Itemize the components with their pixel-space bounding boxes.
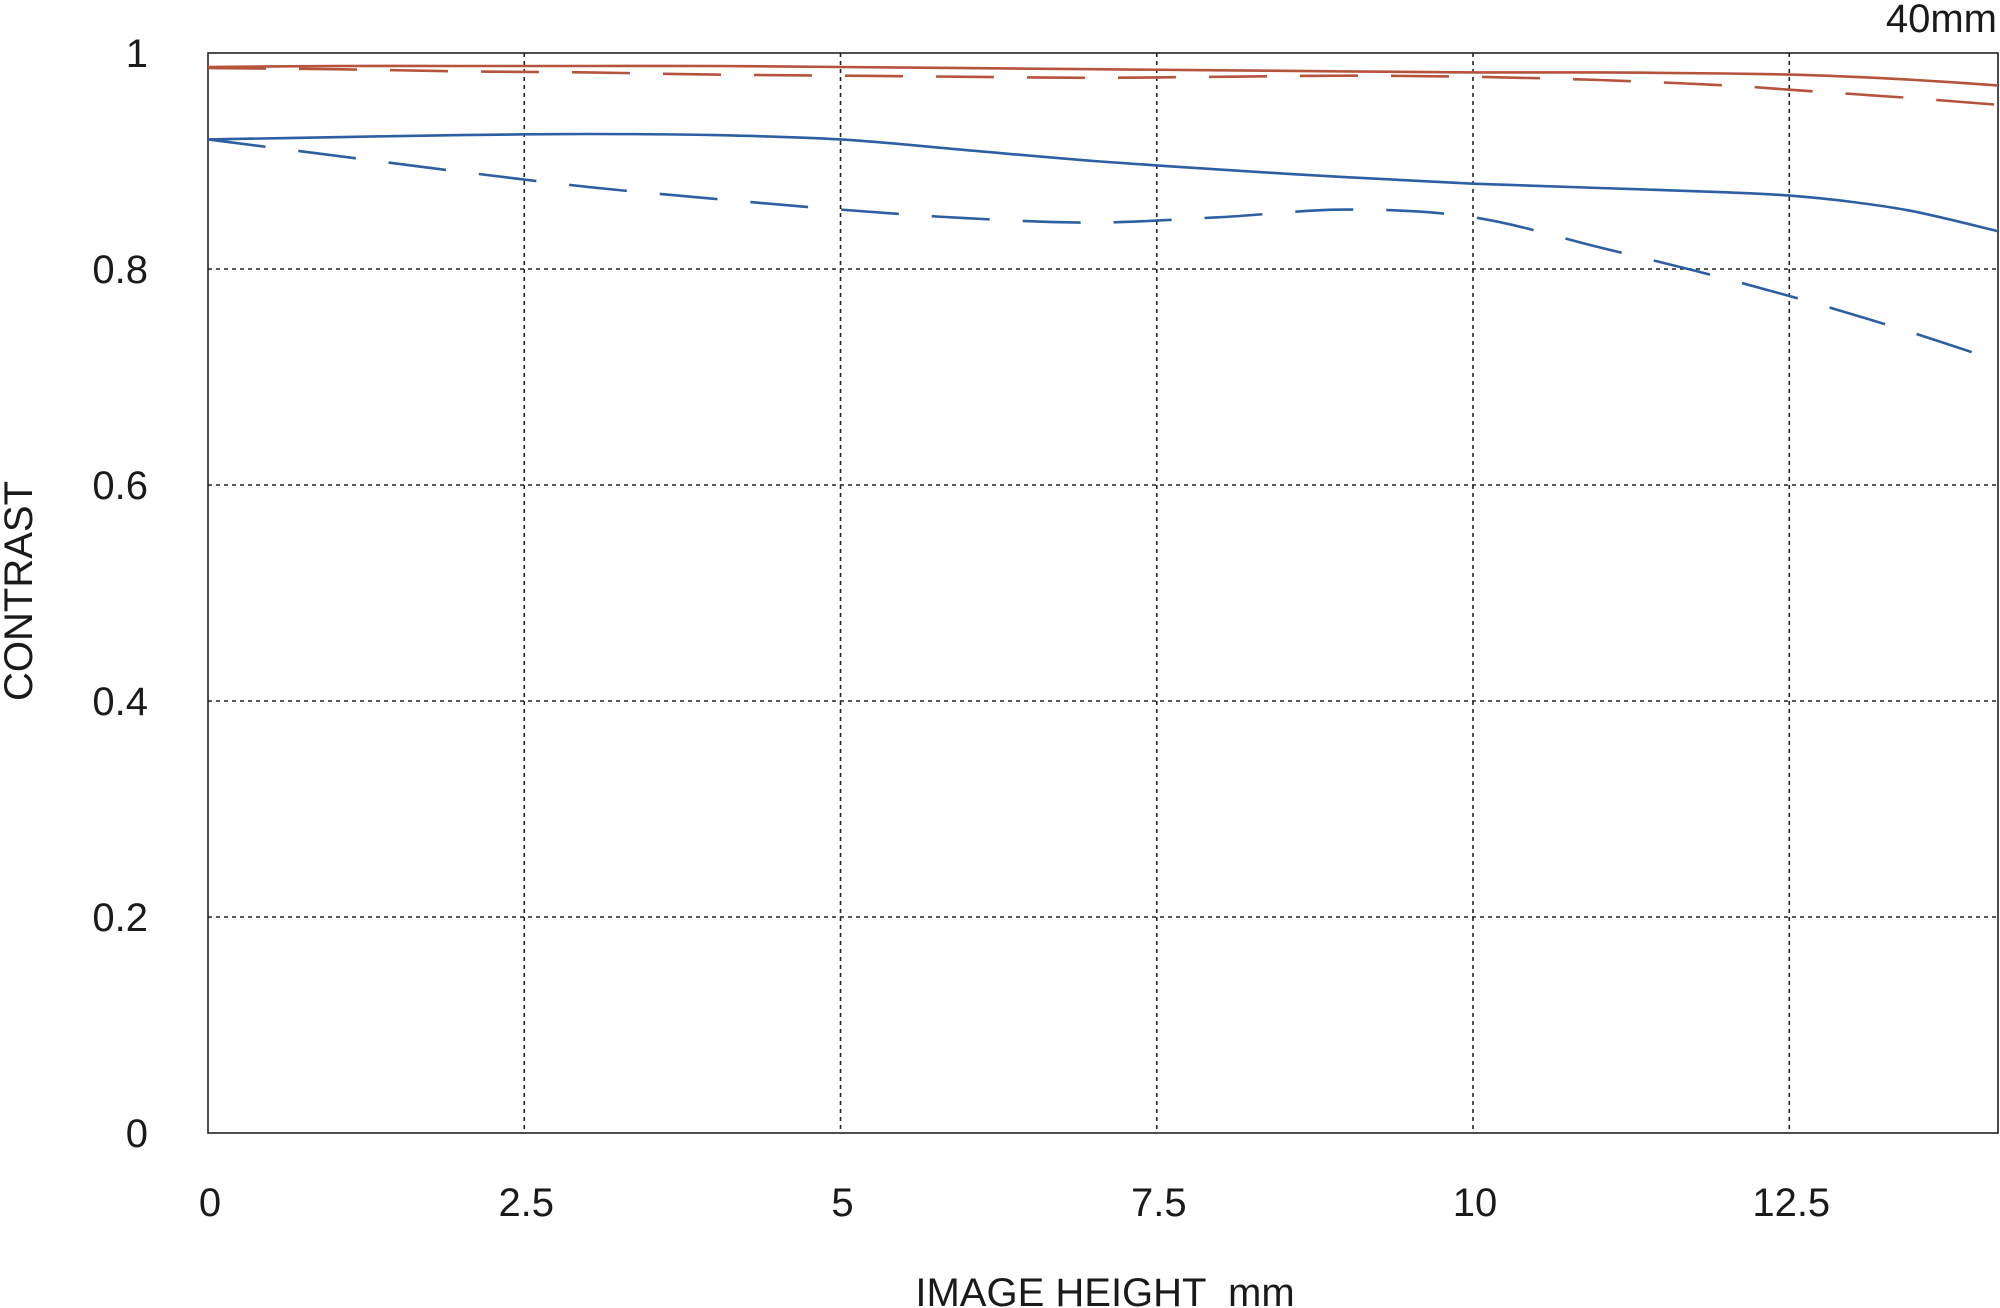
y-tick-label: 0.4 <box>92 680 148 724</box>
x-tick-label: 2.5 <box>498 1181 554 1225</box>
focal-length-label: 40mm <box>1886 0 1997 41</box>
x-tick-label: 7.5 <box>1131 1181 1187 1225</box>
y-tick-label: 0.8 <box>92 248 148 292</box>
x-tick-label: 10 <box>1453 1181 1498 1225</box>
y-tick-label: 0.6 <box>92 464 148 508</box>
series-line-1-solid <box>207 64 1999 87</box>
x-axis-title: IMAGE HEIGHT mm <box>915 1271 1294 1308</box>
x-tick-label: 5 <box>831 1181 853 1225</box>
series-layer <box>207 64 1999 363</box>
x-tick-label: 0 <box>199 1181 221 1225</box>
y-tick-label: 1 <box>126 32 148 76</box>
y-tick-label: 0 <box>126 1112 148 1156</box>
x-tick-label: 12.5 <box>1752 1181 1830 1225</box>
tick-label-layer: 0 2.5 5 7.5 10 12.5 0 0.2 0.4 0.6 0.8 1 <box>92 32 1830 1225</box>
plot-frame <box>207 52 1999 1134</box>
grid-layer <box>208 53 1998 1133</box>
y-tick-label: 0.2 <box>92 896 148 940</box>
y-axis-title: CONTRAST <box>0 481 41 701</box>
series-line-4-dashed <box>207 138 1999 363</box>
series-line-3-solid <box>207 132 1999 233</box>
series-line-2-dashed <box>207 66 1999 107</box>
